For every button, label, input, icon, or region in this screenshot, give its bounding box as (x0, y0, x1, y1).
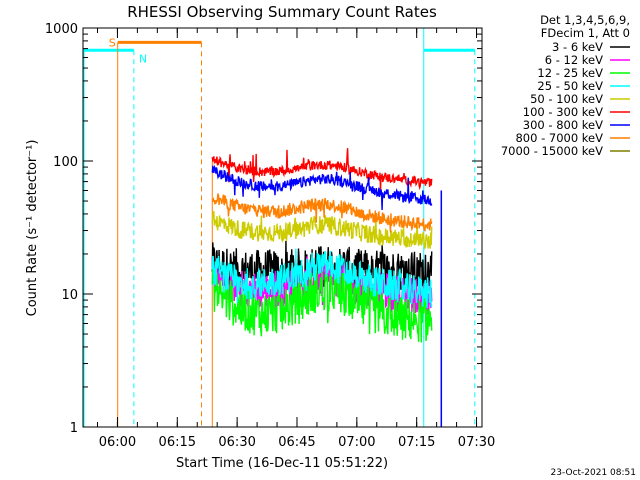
legend-header-line-1: Det 1,3,4,5,6,9, (540, 13, 630, 27)
y-tick-label-3: 1000 (45, 22, 78, 37)
n-flag-label: N (139, 52, 147, 65)
chart-title: RHESSI Observing Summary Count Rates (127, 3, 437, 21)
legend-label-0: 3 - 6 keV (552, 40, 603, 54)
legend-label-5: 100 - 300 keV (523, 105, 603, 119)
plot-frame (82, 27, 483, 428)
series-line-4 (211, 210, 433, 250)
x-axis-label: Start Time (16-Dec-11 05:51:22) (176, 456, 388, 471)
series-line-7 (211, 193, 433, 233)
legend-label-7: 800 - 7000 keV (515, 131, 603, 145)
legend-label-8: 7000 - 15000 keV (501, 144, 603, 158)
y-tick-label-1: 10 (61, 288, 78, 303)
x-tick-label-2: 06:30 (218, 435, 255, 450)
axis-layer: 1 10 100 1000 06:00 06:15 06:30 06:45 07:00 07:15… (45, 22, 495, 450)
x-tick-label-1: 06:15 (159, 435, 196, 450)
s-flag-label: S (109, 36, 116, 49)
x-tick-label-5: 07:15 (398, 435, 435, 450)
legend: Det 1,3,4,5,6,9, FDecim 1, Att 0 3 - 6 k… (501, 13, 630, 158)
legend-label-1: 6 - 12 keV (545, 53, 603, 67)
x-tick-label-6: 07:30 (458, 435, 495, 450)
x-tick-label-4: 07:00 (338, 435, 375, 450)
series-line-6 (211, 164, 433, 211)
legend-label-2: 12 - 25 keV (537, 66, 603, 80)
plot-layer: SN (83, 28, 476, 427)
x-tick-label-0: 06:00 (99, 435, 136, 450)
plot-timestamp: 23-Oct-2021 08:51 (551, 468, 636, 478)
x-tick-label-3: 06:45 (278, 435, 315, 450)
y-tick-label-2: 100 (53, 155, 78, 170)
series-line-5 (211, 148, 433, 192)
legend-label-6: 300 - 800 keV (523, 118, 603, 132)
legend-header-line-2: FDecim 1, Att 0 (541, 26, 630, 40)
legend-label-3: 25 - 50 keV (537, 79, 603, 93)
y-axis-label: Count Rate (s⁻¹ detector⁻¹) (25, 140, 40, 317)
series-line-3 (211, 248, 433, 309)
legend-label-4: 50 - 100 keV (530, 92, 603, 106)
y-tick-label-0: 1 (70, 421, 78, 436)
